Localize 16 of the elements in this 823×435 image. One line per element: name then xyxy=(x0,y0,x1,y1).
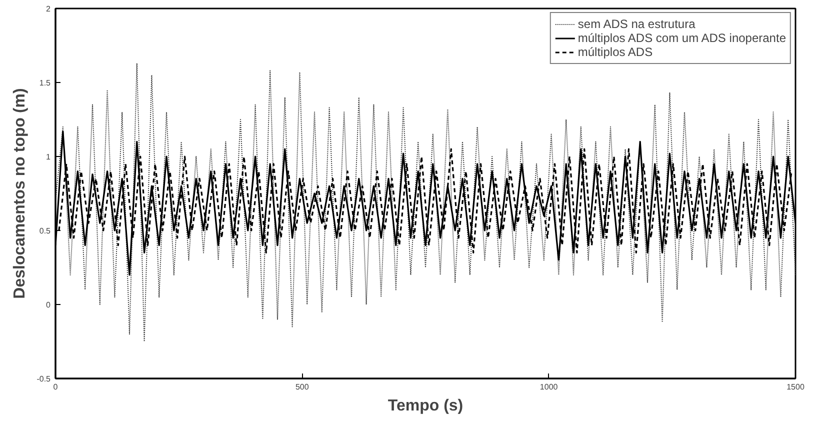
y-axis-title: Deslocamentos no topo (m) xyxy=(12,88,29,299)
legend-label: sem ADS na estrutura xyxy=(578,17,696,31)
legend-label: múltiplos ADS com um ADS inoperante xyxy=(578,31,786,45)
x-tick-label: 1500 xyxy=(786,382,805,392)
x-tick-label: 0 xyxy=(53,382,58,392)
legend-label: múltiplos ADS xyxy=(578,45,653,59)
y-tick-label: 0 xyxy=(46,300,52,310)
line-series xyxy=(56,62,796,342)
x-tick-label: 1000 xyxy=(540,382,558,392)
x-tick-label: 500 xyxy=(295,382,310,392)
y-tick-label: 1.5 xyxy=(39,78,52,88)
y-tick-label: 1 xyxy=(46,152,52,162)
y-tick-label: -0.5 xyxy=(36,374,52,384)
y-tick-label: 2 xyxy=(46,4,52,14)
y-tick-label: 0.5 xyxy=(39,226,52,236)
x-axis-title: Tempo (s) xyxy=(388,398,464,414)
